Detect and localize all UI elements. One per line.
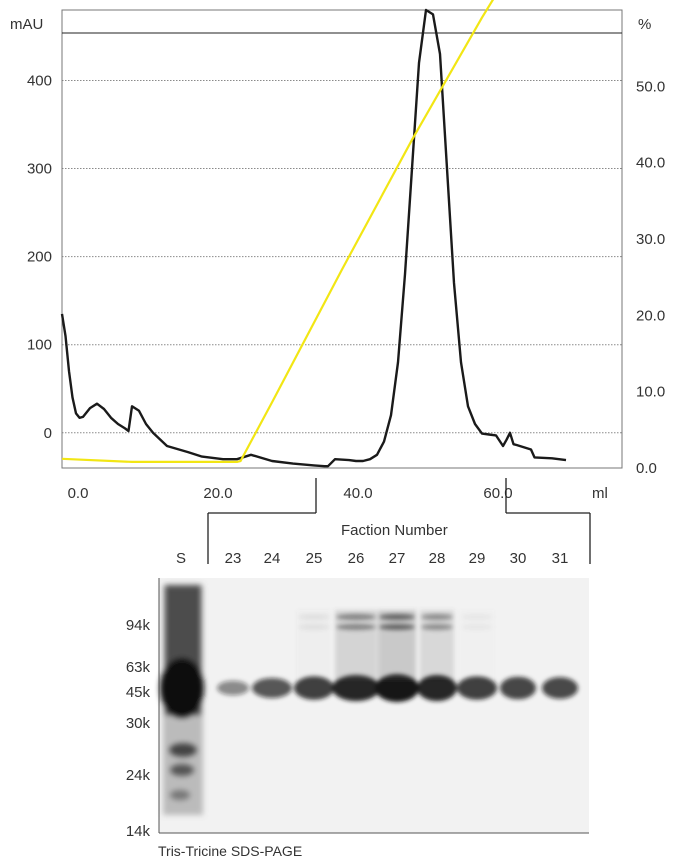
gel-band-high (336, 624, 376, 630)
y2-tick-label: 30.0 (636, 231, 665, 248)
gel-smear (420, 610, 454, 680)
marker-label: 63k (126, 659, 151, 676)
gel-band-high (379, 614, 415, 620)
gel-band-high (336, 614, 376, 620)
lane-label: 29 (469, 550, 486, 567)
y2-tick-label: 40.0 (636, 155, 665, 172)
gel-band (252, 678, 292, 698)
lane-label: 25 (306, 550, 323, 567)
gel-band (417, 674, 457, 702)
lane-label: 27 (389, 550, 406, 567)
lane-label: 30 (510, 550, 527, 567)
gel-band-high (298, 614, 330, 620)
fraction-axis-label: Faction Number (341, 522, 448, 539)
gel-band (457, 676, 497, 700)
gridlines (62, 79, 622, 434)
gel-smear (335, 610, 377, 680)
gel-band (500, 676, 536, 700)
gel-caption: Tris-Tricine SDS-PAGE (158, 843, 302, 859)
fraction-bracket (207, 478, 591, 564)
y2-axis-ticks: 0.0 10.0 20.0 30.0 40.0 50.0 (636, 78, 665, 477)
gel-band (217, 680, 249, 696)
gel-band-high (421, 624, 453, 630)
gel-band (375, 674, 419, 702)
lane-label: 31 (552, 550, 569, 567)
x-tick-label: 20.0 (203, 485, 232, 502)
y-tick-label: 300 (27, 161, 52, 178)
gel-bands (217, 610, 578, 702)
x-tick-label: 40.0 (343, 485, 372, 502)
gel-image (158, 578, 589, 834)
y-tick-label: 200 (27, 249, 52, 266)
gel-band-high (461, 614, 493, 620)
gel-band (294, 676, 334, 700)
marker-label: 45k (126, 684, 151, 701)
chromatogram: 0 100 200 300 400 0.0 10.0 20.0 30.0 40.0 50.0 0.… (10, 0, 665, 502)
marker-label: 94k (126, 617, 151, 634)
y-axis-unit: mAU (10, 16, 43, 33)
gel-smear (460, 610, 494, 680)
y-tick-label: 400 (27, 72, 52, 89)
y2-axis-unit: % (638, 16, 651, 33)
standard-lane-smear (160, 585, 204, 815)
y2-tick-label: 50.0 (636, 78, 665, 95)
y-axis-ticks: 0 100 200 300 400 (27, 72, 52, 441)
y-tick-label: 100 (27, 337, 52, 354)
gel-band-high (379, 624, 415, 630)
lane-label: 26 (348, 550, 365, 567)
gel-smear (297, 610, 331, 680)
plot-frame (61, 9, 623, 469)
x-tick-label: 0.0 (68, 485, 89, 502)
gel-band (332, 674, 380, 702)
gel-band-high (421, 614, 453, 620)
marker-label: 30k (126, 715, 151, 732)
x-axis-ticks: 0.0 20.0 40.0 60.0 (68, 485, 513, 502)
y2-tick-label: 20.0 (636, 307, 665, 324)
y2-tick-label: 10.0 (636, 384, 665, 401)
y-tick-label: 0 (44, 425, 52, 442)
x-tick-label: 60.0 (483, 485, 512, 502)
series-line-gradient (61, 0, 495, 463)
marker-labels: 94k 63k 45k 30k 24k 14k (126, 617, 151, 840)
gel-band (542, 677, 578, 699)
marker-label: 14k (126, 823, 151, 840)
marker-label: 24k (126, 767, 151, 784)
gel-band-high (461, 624, 493, 630)
x-axis-unit: ml (592, 485, 608, 502)
lane-labels: S 23 24 25 26 27 28 29 30 31 (176, 550, 568, 567)
gel-band-high (298, 624, 330, 630)
series-line-absorbance (60, 8, 567, 468)
lane-label: 28 (429, 550, 446, 567)
lane-label: 23 (225, 550, 242, 567)
gel-smear (378, 610, 416, 680)
lane-label: S (176, 550, 186, 567)
lane-label: 24 (264, 550, 281, 567)
y2-tick-label: 0.0 (636, 460, 657, 477)
